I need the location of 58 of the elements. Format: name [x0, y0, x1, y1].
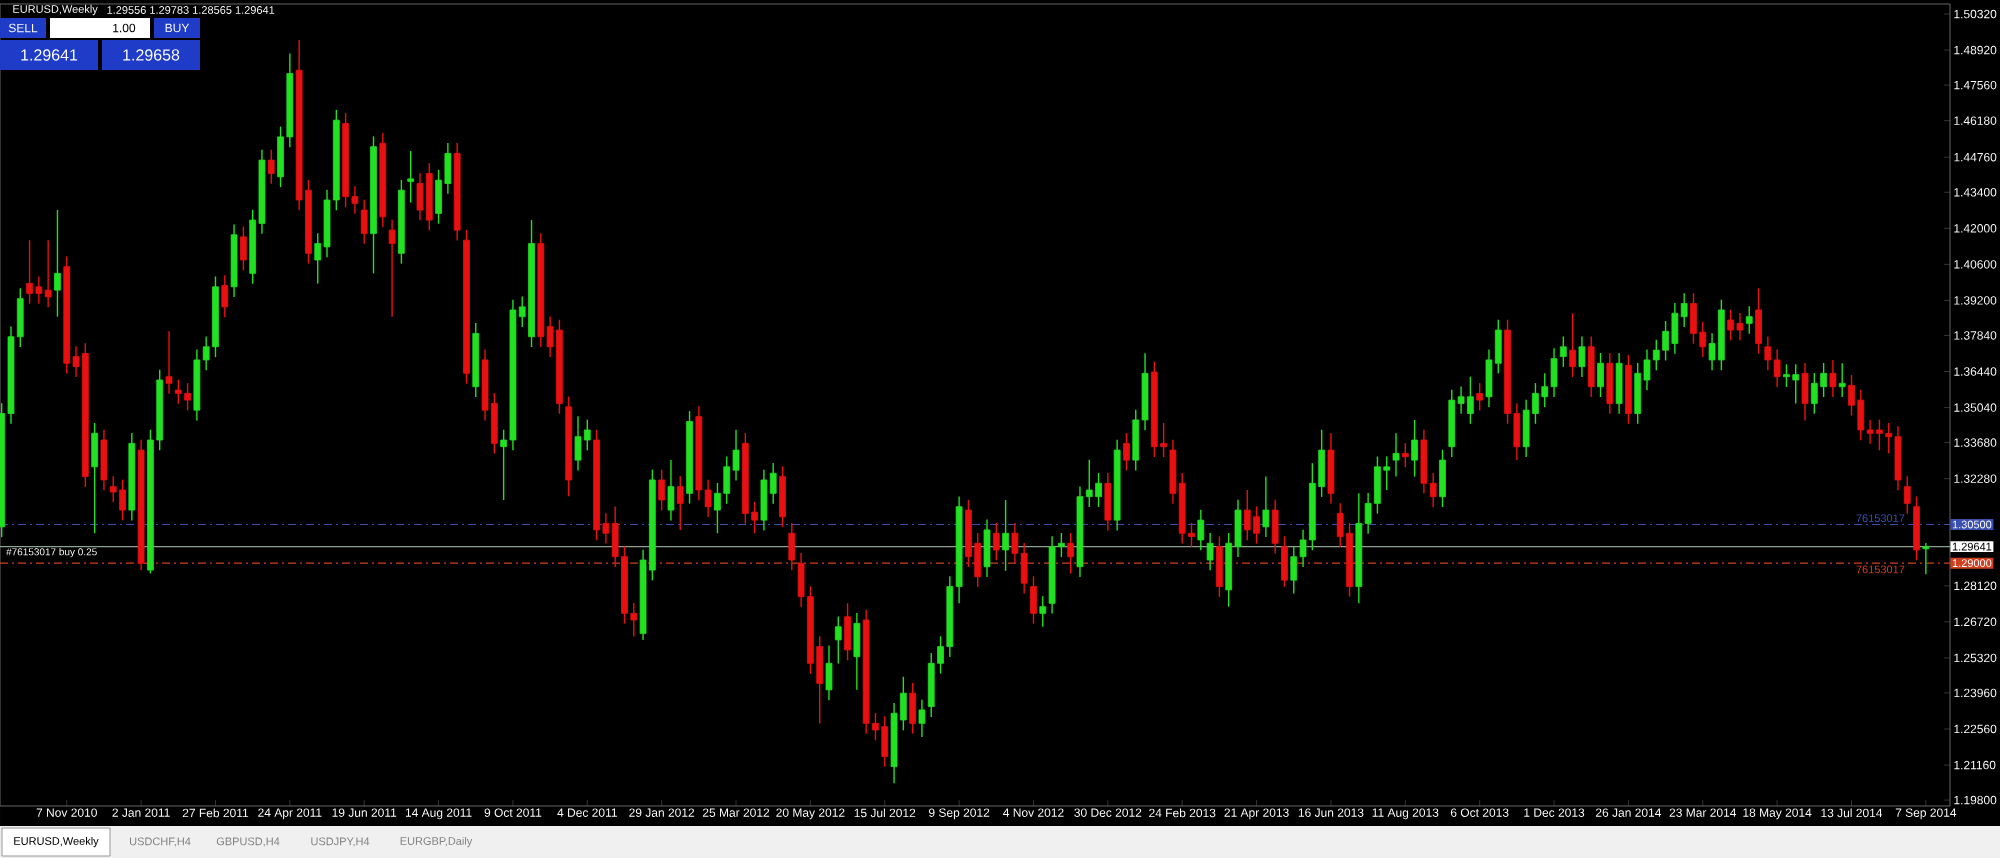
candlestick: [1745, 305, 1753, 335]
candlestick: [1392, 432, 1400, 478]
candlestick: [1206, 532, 1214, 572]
candlestick: [834, 615, 842, 665]
candlestick: [779, 465, 786, 528]
candlestick: [983, 518, 991, 578]
candlestick: [1281, 535, 1288, 588]
candlestick: [1039, 595, 1047, 628]
candlestick: [992, 522, 1000, 561]
candlestick: [1606, 352, 1614, 415]
candlestick: [1197, 509, 1205, 551]
candlestick: [1615, 352, 1623, 415]
candlestick: [1327, 432, 1335, 505]
candlestick: [1903, 475, 1911, 515]
candlestick: [54, 209, 61, 318]
candlestick: [1838, 362, 1846, 398]
candlestick: [1476, 382, 1484, 412]
candlestick: [1216, 535, 1223, 598]
candlestick: [1104, 472, 1112, 532]
candlestick: [788, 522, 796, 572]
candlestick: [844, 602, 851, 661]
annotation: 1.29658: [123, 49, 180, 61]
candlestick: [825, 644, 833, 701]
candlestick: [1587, 335, 1595, 398]
candlestick: [1123, 432, 1130, 472]
candlestick: [1922, 542, 1930, 576]
candlestick: [1411, 419, 1418, 478]
candlestick: [1755, 287, 1762, 355]
candlestick: [1569, 312, 1577, 378]
candlestick: [1913, 495, 1920, 561]
candlestick: [1002, 499, 1009, 572]
candlestick: [1401, 442, 1409, 468]
candlestick: [360, 199, 368, 245]
annotation: 1.29641: [21, 49, 78, 61]
candlestick: [1801, 362, 1809, 422]
candlestick: [165, 330, 173, 395]
candlestick: [1067, 532, 1075, 575]
candlestick: [388, 219, 396, 318]
candlestick: [676, 475, 684, 531]
candlestick: [1271, 499, 1279, 555]
candlestick: [100, 429, 108, 491]
candlestick: [658, 468, 666, 512]
candlestick: [221, 274, 229, 318]
candlestick: [853, 612, 861, 691]
candlestick: [407, 150, 415, 204]
candlestick: [667, 459, 675, 522]
candlestick: [1030, 575, 1037, 625]
candlestick: [1262, 475, 1270, 538]
candlestick: [1597, 352, 1604, 398]
candlestick: [1439, 449, 1446, 508]
candlestick: [91, 422, 99, 534]
candlestick: [1829, 359, 1837, 398]
candlestick: [267, 149, 275, 185]
candlestick: [1559, 335, 1567, 368]
candlestick: [909, 682, 917, 735]
candlestick: [239, 225, 247, 271]
candlestick: [918, 698, 926, 738]
candlestick: [1578, 335, 1586, 378]
